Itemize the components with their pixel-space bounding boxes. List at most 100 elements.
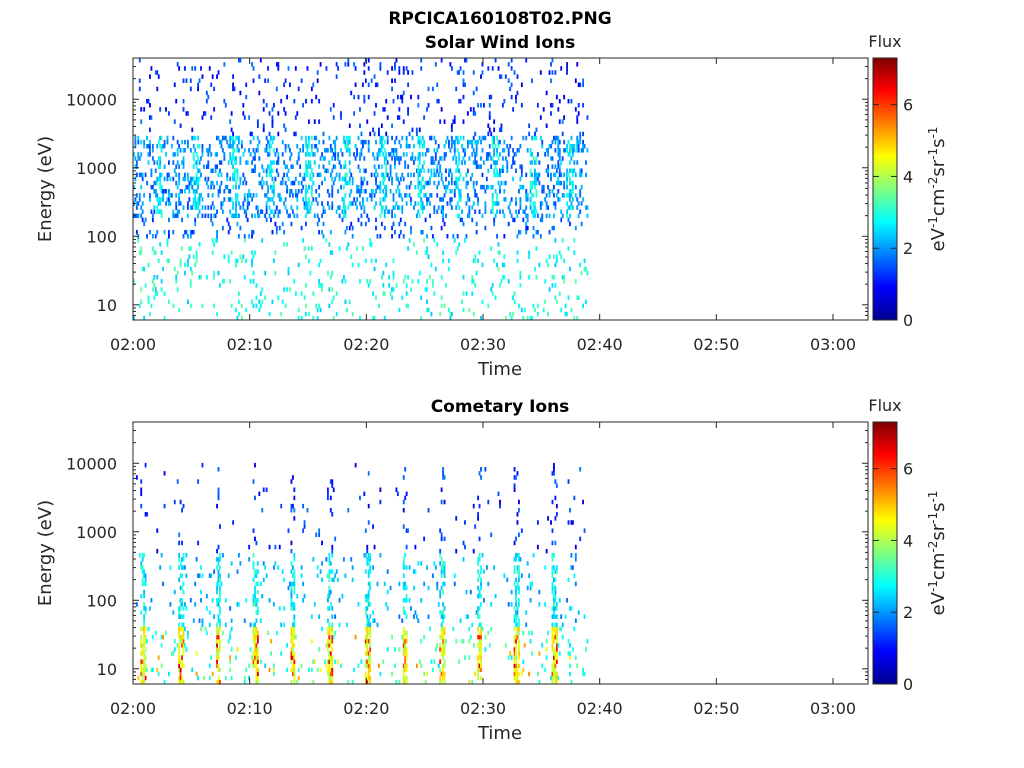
y-axis-label: Energy (eV) — [35, 500, 56, 606]
spectrogram-cell — [411, 70, 414, 75]
spectrogram-cell — [450, 180, 453, 186]
spectrogram-cell — [219, 565, 221, 570]
x-axis: 02:00 02:10 02:20 02:30 02:40 02:50 03:00 — [110, 58, 856, 354]
spectrogram-cell — [160, 189, 163, 194]
spectrogram-cell — [290, 634, 293, 640]
spectrogram-cell — [405, 593, 408, 599]
spectrogram-cell — [567, 139, 570, 145]
spectrogram-cell — [555, 180, 558, 186]
spectrogram-cell — [532, 303, 535, 309]
spectrogram-cell — [140, 250, 143, 255]
spectrogram-cell — [532, 201, 535, 206]
spectrogram-cell — [424, 180, 427, 186]
spectrogram-cell — [310, 143, 313, 149]
spectrogram-cell — [545, 148, 548, 153]
spectrogram-cell — [389, 168, 392, 174]
spectrogram-cell — [516, 520, 519, 525]
spectrogram-cell — [210, 213, 213, 219]
spectrogram-cell — [165, 152, 167, 157]
spectrogram-cell — [267, 164, 270, 169]
spectrogram-cell — [153, 209, 156, 214]
spectrogram-cell — [236, 143, 239, 149]
spectrogram-cell — [201, 152, 204, 157]
spectrogram-cell — [144, 638, 147, 644]
spectrogram-cell — [553, 663, 555, 669]
spectrogram-cell — [392, 221, 395, 227]
spectrogram-cell — [501, 164, 504, 169]
spectrogram-cell — [179, 679, 182, 685]
spectrogram-cell — [405, 291, 408, 296]
spectrogram-cell — [481, 135, 484, 141]
spectrogram-cell — [515, 659, 517, 664]
spectrogram-cell — [379, 671, 382, 677]
spectrogram-cell — [509, 201, 512, 206]
spectrogram-cell — [306, 209, 309, 214]
spectrogram-cell — [347, 205, 350, 210]
spectrogram-cell — [497, 180, 500, 186]
spectrogram-cell — [182, 651, 185, 656]
spectrogram-cell — [328, 160, 331, 165]
spectrogram-cell — [404, 655, 407, 660]
spectrogram-cell — [554, 675, 557, 681]
spectrogram-cell — [345, 143, 348, 149]
spectrogram-cell — [343, 197, 345, 202]
spectrogram-cell — [308, 139, 310, 145]
spectrogram-cell — [316, 70, 319, 75]
spectrogram-cell — [569, 507, 571, 513]
spectrogram-cell — [135, 602, 138, 607]
spectrogram-cell — [518, 557, 520, 562]
spectrogram-cell — [305, 213, 307, 219]
spectrogram-cell — [343, 201, 345, 206]
spectrogram-cell — [398, 581, 401, 587]
spectrogram-cell — [394, 156, 396, 161]
spectrogram-cell — [440, 197, 443, 202]
spectrogram-cell — [440, 205, 443, 210]
spectrogram-cell — [348, 168, 351, 174]
spectrogram-cell — [344, 299, 347, 305]
spectrogram-cell — [186, 234, 189, 239]
spectrogram-cell — [181, 663, 183, 669]
spectrogram-cell — [205, 98, 208, 104]
spectrogram-cell — [315, 189, 318, 194]
spectrogram-cell — [176, 287, 179, 292]
spectrogram-cell — [557, 152, 560, 157]
spectrogram-cell — [483, 569, 485, 574]
spectrogram-cell — [434, 647, 437, 652]
spectrogram-cell — [293, 663, 296, 669]
spectrogram-cell — [175, 274, 178, 280]
spectrogram-cell — [401, 634, 404, 640]
spectrogram-cell — [178, 675, 181, 681]
spectrogram-cell — [366, 180, 369, 186]
spectrogram-cell — [544, 565, 547, 570]
spectrogram-cell — [405, 667, 408, 673]
spectrogram-cell — [194, 189, 197, 194]
spectrogram-cell — [210, 115, 213, 120]
spectrogram-cell — [229, 139, 232, 145]
spectrogram-cell — [344, 164, 347, 169]
spectrogram-cell — [235, 135, 237, 141]
spectrogram-cell — [198, 168, 201, 174]
spectrogram-cell — [251, 258, 253, 264]
spectrogram-cell — [175, 201, 178, 206]
spectrogram-cell — [363, 94, 366, 100]
spectrogram-cell — [267, 152, 270, 157]
spectrogram-cell — [329, 643, 332, 648]
spectrogram-cell — [415, 250, 418, 255]
spectrogram-cell — [270, 160, 272, 165]
spectrogram-cell — [538, 262, 541, 268]
spectrogram-cell — [443, 152, 446, 157]
spectrogram-cell — [318, 303, 321, 309]
spectrogram-cell — [442, 471, 445, 476]
spectrogram-cell — [229, 135, 232, 141]
spectrogram-cell — [375, 217, 377, 223]
spectrogram-cell — [497, 143, 500, 149]
spectrogram-cell — [555, 643, 558, 648]
spectrogram-cell — [184, 229, 186, 235]
spectrogram-cell — [421, 164, 424, 169]
spectrogram-cell — [566, 180, 568, 186]
spectrogram-cell — [532, 156, 535, 161]
spectrogram-cell — [443, 659, 446, 664]
spectrogram-cell — [424, 152, 427, 157]
spectrogram-cell — [341, 593, 344, 599]
spectrogram-cell — [156, 197, 159, 202]
